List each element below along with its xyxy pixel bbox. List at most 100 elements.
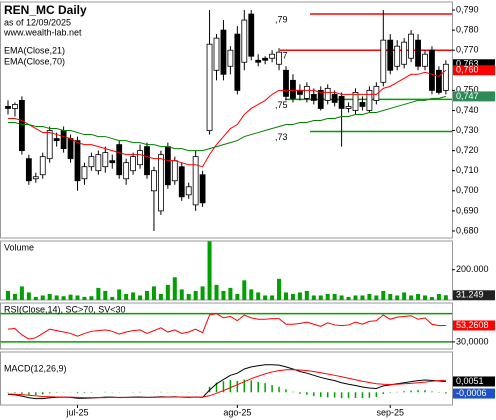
volume-bar [124,293,129,300]
volume-bar [12,293,17,300]
volume-bar [200,286,205,300]
candle-body [60,130,67,150]
candle-body [366,89,373,111]
volume-bar [249,289,254,300]
last-value-box [453,388,495,399]
candle-body [401,41,408,65]
volume-bar [6,290,10,300]
x-tick-label: jul-25 [65,407,88,417]
last-value-box [453,91,495,102]
candle-body [317,89,324,109]
volume-bar [117,289,122,300]
candle-body [178,166,185,198]
volume-bar [388,293,393,300]
candle-body [67,138,74,160]
volume-bar [145,290,149,300]
volume-bar [353,295,358,300]
candle-body [18,100,25,152]
volume-bar [409,295,414,300]
candle-body [283,69,289,97]
volume-bar [40,295,45,300]
candle-body [12,104,18,109]
volume-bar [82,296,87,300]
last-value-label: 0,763 [456,59,479,69]
volume-bar [242,280,247,300]
candle-body [171,160,178,182]
last-value-box [453,59,495,70]
candle-body [151,170,157,192]
panel-frame [0,1,453,239]
last-value-label: 31.249 [456,290,484,300]
legend-entry: EMA(Close,70) [4,56,65,66]
candle-body [39,156,46,176]
candle-body [116,144,123,176]
volume-bar [263,295,268,300]
y-tick-label: 0,790 [456,4,479,14]
last-value-label: 0,747 [456,91,479,101]
volume-bar [423,295,427,300]
last-value-box [453,376,495,387]
legend-entry: EMA(Close,21) [4,45,65,55]
candle-body [164,146,171,186]
level-label: ,79 [275,14,288,24]
y-tick-label: 0,720 [456,145,479,155]
volume-bar [207,241,212,300]
y-tick-label: 0,690 [456,205,479,215]
volume-bar [284,292,288,300]
y-tick-label: 30,0000 [456,336,489,346]
volume-bar [47,293,52,300]
candle-body [227,49,234,67]
volume-bar [402,292,407,300]
panel-frame [0,351,453,406]
candle-body [241,19,248,63]
ema-line [8,69,447,168]
candle-body [206,43,213,131]
candle-body [359,102,366,107]
candle-body [53,138,60,141]
candle-body [157,154,164,212]
y-tick-label: 0,680 [456,225,479,235]
candle-body [25,158,32,182]
candle-body [373,85,380,101]
candle-body [109,160,116,164]
candle-body [422,53,428,67]
candle-body [387,39,394,71]
candle-body [303,85,310,99]
candle-body [380,39,387,83]
volume-bar [179,289,184,300]
candle-body [74,140,81,182]
candle-body [338,96,345,109]
y-tick-label: 0,740 [456,105,479,115]
x-tick-label: ago-25 [223,407,251,417]
volume-bar [193,290,198,300]
candle-body [88,156,95,168]
rsi-line [7,313,446,340]
candle-body [137,150,143,166]
candle-body [345,106,352,109]
candle-body [352,91,359,111]
candle-body [408,33,415,59]
candle-body [324,87,331,101]
y-tick-label: 0,700 [456,185,479,195]
y-tick-label: 0,710 [456,165,479,175]
macd-line [7,369,446,399]
panel-frame [0,240,453,301]
candle-body [123,162,130,180]
volume-bar [61,296,66,300]
candle-body [296,89,303,95]
volume-bar [270,295,275,300]
candle-body [310,93,317,101]
volume-bar [172,277,177,300]
last-value-box [453,65,495,76]
volume-bar [395,295,400,300]
volume-bar [360,295,365,300]
candle-body [102,152,109,168]
candle-body [331,93,338,103]
source: www.wealth-lab.net [3,27,82,37]
volume-bar [33,296,38,300]
candle-body [81,166,88,180]
volume-bar [186,293,191,300]
candle-body [32,176,39,180]
volume-bar [381,290,386,300]
